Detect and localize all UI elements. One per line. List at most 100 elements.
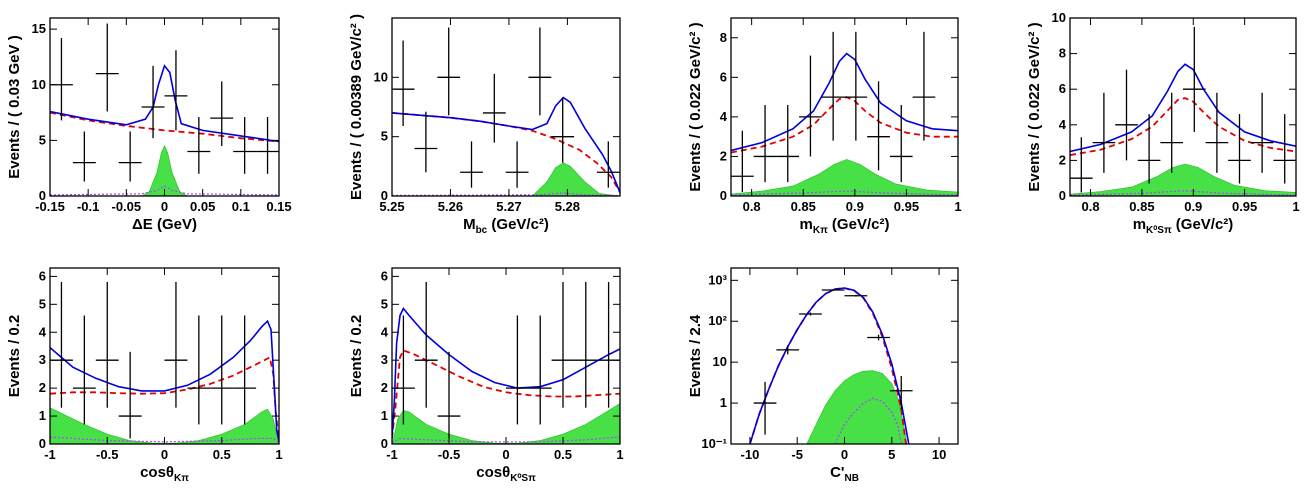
x-tick-label: 0.05 [190,199,215,214]
total-fit-curve [392,96,620,193]
y-axis-label: Events / 2.4 [687,314,704,397]
data-point [50,38,73,121]
peaking-bkg-curve [392,192,620,196]
data-point [597,281,620,408]
x-tick-label: 0.95 [894,199,919,214]
data-point [1070,137,1093,193]
data-point [1205,92,1229,173]
x-axis-label: cosθK⁰Sπ [476,464,536,484]
data-point [164,281,188,408]
data-point [1183,26,1206,132]
plot-frame [1069,17,1297,197]
y-tick-label: 0 [39,188,46,203]
y-axis-label: Events / ( 0.03 GeV ) [6,35,23,178]
y-tick-label: 6 [381,268,388,283]
data-point [482,73,506,143]
data-point [437,27,461,116]
y-tick-label: 2 [39,380,46,395]
panel-1: -0.15 -0.1 -0.05 0 0.05 0.1 0.15 0 5 10 15 ΔE (GeV)… [6,17,292,233]
peaking-bkg-curve [50,436,279,444]
x-tick-label: 0.85 [1129,199,1154,214]
y-tick-label: 6 [720,69,727,84]
x-tick-label: 1 [275,447,282,462]
x-tick-label: 0.5 [554,447,572,462]
total-fit-curve [392,307,620,439]
x-tick-label: 5.25 [379,199,404,214]
data-point [867,334,890,341]
data-point [1137,114,1161,184]
y-tick-label: 0 [381,436,388,451]
x-tick-label: 0.9 [1184,199,1202,214]
x-tick-label: -1 [44,447,56,462]
y-tick-label: 10³ [708,272,727,287]
data-point [889,375,913,410]
y-tick-label: 10 [32,77,46,92]
data-point [912,31,936,141]
x-axis-label: ΔE (GeV) [132,216,197,233]
y-tick-label: 3 [39,352,46,367]
panel-6: -1 -0.5 0 0.5 1 0 1 2 3 4 5 6 cosθK⁰Sπ Events / 0.2 [348,267,624,484]
y-tick-label: 10 [374,69,388,84]
x-tick-label: 5.27 [496,199,521,214]
plot-area [392,281,620,444]
data-point [437,351,461,439]
y-tick-label: 4 [381,324,389,339]
y-axis-label: Events / ( 0.022 GeV/c² ) [1026,22,1043,191]
peaking-bkg-curve [392,436,620,444]
signal-area [1070,163,1296,196]
data-point [799,55,822,157]
y-tick-label: 5 [381,296,388,311]
data-point [1160,92,1183,173]
background-curve [50,111,279,143]
data-point [210,315,234,425]
x-tick-label: 0.95 [1232,199,1257,214]
data-point [392,40,415,126]
x-tick-label: -0.15 [35,199,65,214]
y-tick-label: 2 [720,148,727,163]
data-point [551,97,575,163]
y-tick-label: 1 [39,408,46,423]
panel-3: 0.8 0.85 0.9 0.95 1 0 2 4 6 8 mKπ (GeV/c²) Events /… [687,17,962,236]
y-tick-label: 8 [720,30,727,45]
data-point [95,23,119,112]
background-curve [392,349,620,439]
signal-area [392,403,620,444]
y-tick-label: 10 [1052,10,1066,25]
x-tick-label: 0 [161,447,168,462]
x-axis-label: mK⁰Sπ (GeV/c²) [1133,216,1234,236]
data-point [50,281,73,408]
data-point [1228,114,1251,184]
data-point [164,50,188,131]
y-tick-label: 0 [1059,188,1066,203]
data-point [731,130,754,193]
y-tick-label: 1 [720,395,727,410]
data-point [1115,69,1138,161]
data-point [867,81,890,171]
x-axis-label: cosθKπ [140,464,189,484]
plot-area [50,23,279,196]
x-tick-label: 1 [954,199,961,214]
x-tick-label: 0.8 [1082,199,1100,214]
x-tick-label: -1 [386,447,398,462]
plot-frame [391,17,621,197]
data-point [505,141,529,188]
x-tick-label: 1 [1292,199,1299,214]
peaking-bkg-curve [834,397,902,444]
data-point [753,105,777,183]
peaking-bkg-curve [50,185,279,196]
data-point [506,315,529,425]
data-point [460,141,483,188]
data-point [118,131,142,182]
plot-area [1070,26,1296,196]
data-point [233,117,257,174]
y-tick-label: 5 [381,129,388,144]
y-axis-label: Events / 0.2 [348,315,365,398]
x-tick-label: 0.9 [846,199,864,214]
y-tick-label: 0 [381,188,388,203]
total-fit-curve [731,52,958,152]
signal-area [731,159,958,196]
data-point [844,31,868,141]
data-point [821,289,845,291]
